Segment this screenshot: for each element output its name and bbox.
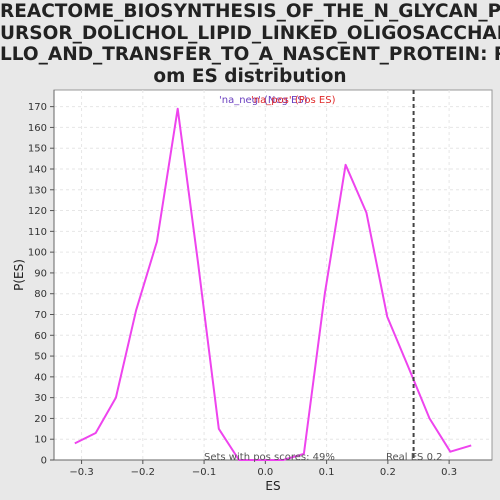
y-tick-label: 110 [28,227,47,238]
sets-pos-annotation: Sets with pos scores: 49% [204,452,335,463]
y-tick-label: 100 [28,248,47,259]
x-tick-label: 0.1 [319,467,335,478]
legend-neg-label: 'na_neg' (Neg ES) [219,95,308,106]
chart-title-line-2: URSOR_DOLICHOL_LIPID_LINKED_OLIGOSACCHAR… [0,22,500,44]
x-tick-label: 0.2 [380,467,396,478]
y-tick-label: 150 [28,144,47,155]
y-tick-label: 70 [34,310,47,321]
y-tick-label: 90 [34,268,47,279]
x-tick-label: 0.0 [257,467,273,478]
grid [54,90,492,461]
y-tick-label: 120 [28,206,47,217]
y-tick-label: 50 [34,352,47,363]
real-es-label: Real ES 0.2 [386,452,442,463]
y-tick-label: 80 [34,289,47,300]
series-line [74,107,472,461]
y-tick-label: 160 [28,123,47,134]
plot-area [53,89,493,461]
y-tick-label: 140 [28,164,47,175]
x-axis-label: ES [265,479,280,493]
y-tick-label: 40 [34,372,47,383]
y-tick-label: 170 [28,102,47,113]
chart-title-line-3: LLO_AND_TRANSFER_TO_A_NASCENT_PROTEIN: R… [0,44,500,65]
y-tick-label: 10 [34,435,47,446]
y-tick-label: 20 [34,414,47,425]
x-tick-label: −0.3 [69,467,93,478]
chart-title-line-1: REACTOME_BIOSYNTHESIS_OF_THE_N_GLYCAN_PR… [0,1,500,22]
y-tick-label: 0 [41,456,47,467]
y-tick-label: 60 [34,331,47,342]
chart-title: REACTOME_BIOSYNTHESIS_OF_THE_N_GLYCAN_PR… [0,1,500,87]
legend-pos-label: 'na_pos' (Pos ES) [251,95,336,106]
ticks: 0 10 20 30 40 50 60 70 80 90 100 110 120 130 140 150 160… [28,102,457,478]
chart-title-line-4: om ES distribution [153,65,347,87]
x-tick-label: 0.3 [441,467,457,478]
x-tick-label: −0.1 [192,467,216,478]
y-axis-label: P(ES) [12,259,26,291]
y-tick-label: 30 [34,393,47,404]
x-tick-label: −0.2 [131,467,155,478]
y-tick-label: 130 [28,185,47,196]
